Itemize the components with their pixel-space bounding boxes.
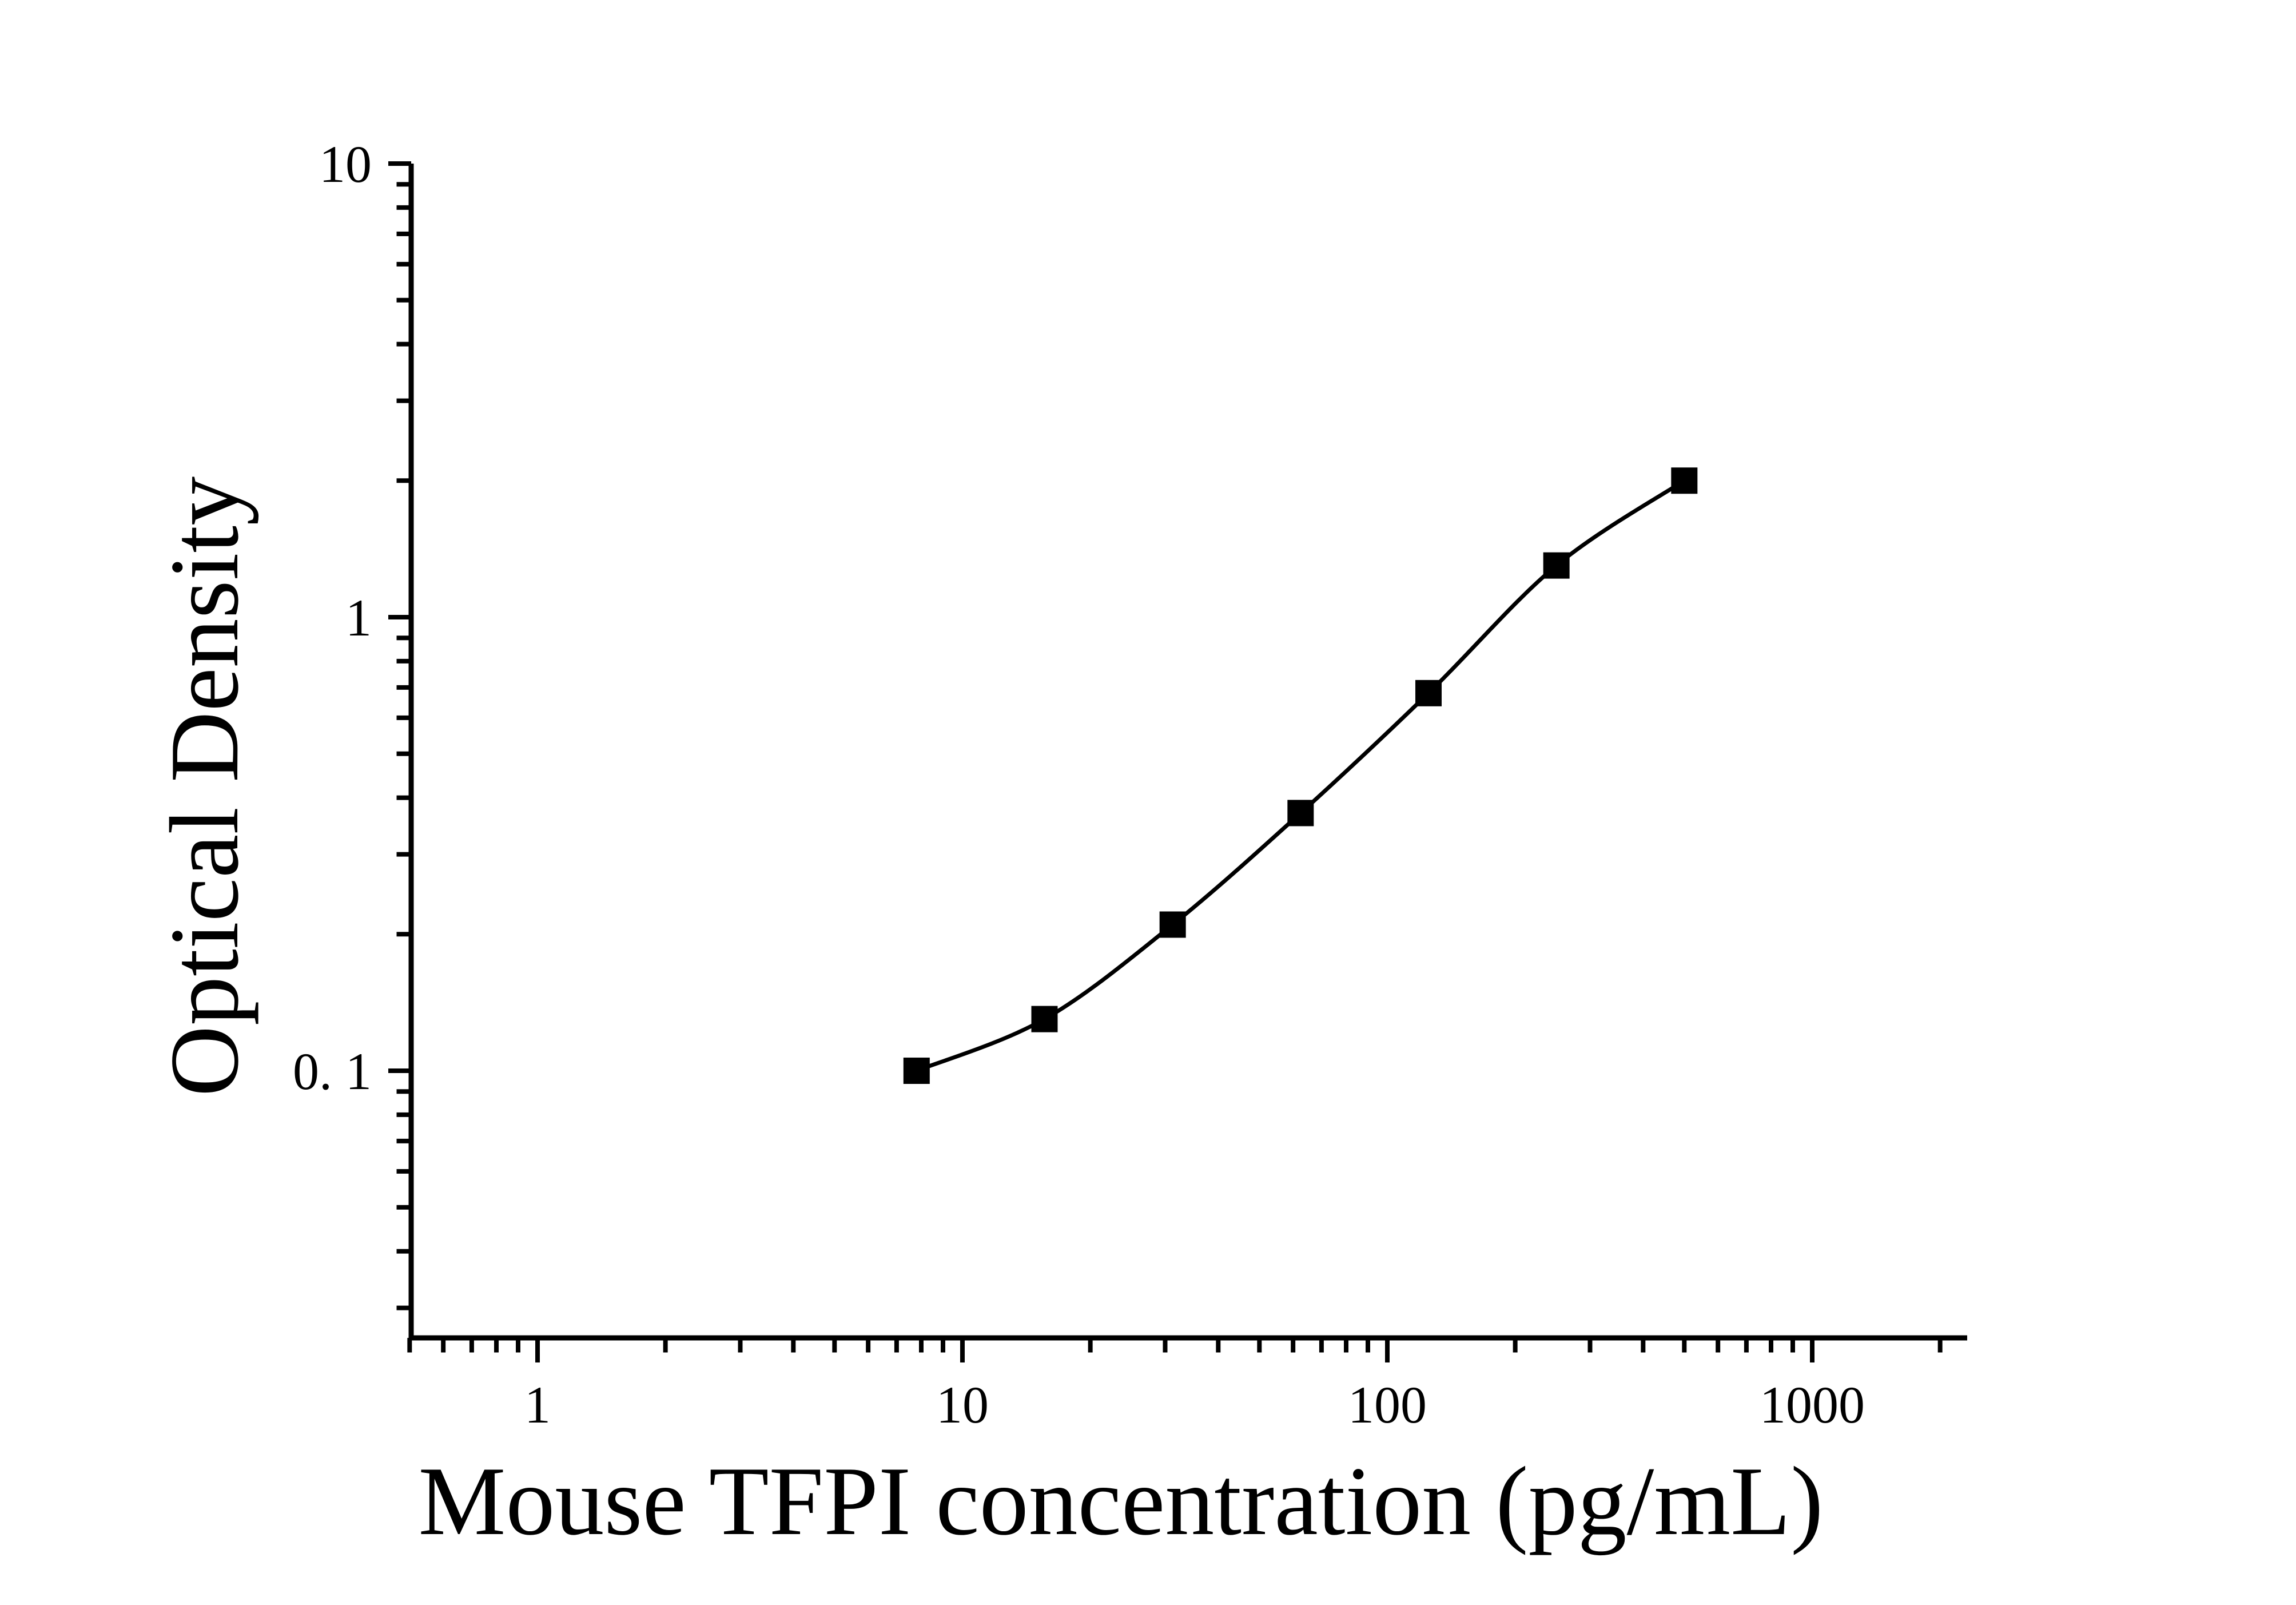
x-tick-label: 100 [1348,1376,1427,1434]
data-point-marker [1159,911,1186,938]
data-point-marker [1543,552,1570,579]
y-tick-label: 1 [345,589,372,647]
x-tick-label: 1000 [1760,1376,1865,1434]
data-point-marker [1031,1006,1058,1032]
data-point-marker [903,1058,930,1084]
data-point-marker [1671,467,1698,494]
data-point-marker [1415,680,1442,706]
y-tick-label: 0. 1 [293,1042,372,1101]
y-axis-title: Optical Density [150,476,259,1097]
x-axis-title: Mouse TFPI concentration (pg/mL) [419,1447,1824,1556]
x-tick-label: 1 [524,1376,551,1434]
y-tick-label: 10 [319,135,372,193]
axis-frame [408,164,1967,1341]
data-point-marker [1287,800,1314,827]
x-tick-label: 10 [936,1376,989,1434]
